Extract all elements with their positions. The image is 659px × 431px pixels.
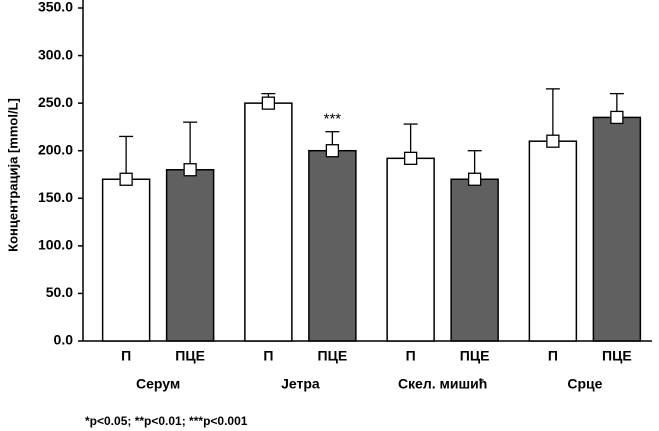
category-label: Јетра	[281, 376, 320, 392]
bar	[450, 178, 499, 342]
y-axis-label: Концентрација [mmol/L]	[5, 98, 20, 252]
significance-annotation: ***	[324, 111, 342, 128]
bar	[165, 168, 215, 342]
series-label: ПЦЕ	[318, 348, 348, 364]
point-marker	[119, 172, 133, 186]
series-label: ПЦЕ	[175, 348, 205, 364]
series-label: П	[406, 348, 416, 364]
bar	[528, 140, 578, 342]
bar	[244, 102, 293, 342]
series-label: ПЦЕ	[460, 348, 490, 364]
series-label: П	[548, 348, 558, 364]
point-marker	[183, 163, 197, 177]
y-tick-label: 100.0	[38, 237, 73, 253]
category-label: Срце	[567, 376, 602, 392]
y-tick-label: 200.0	[38, 141, 73, 157]
bar	[308, 149, 357, 342]
category-label: Скел. мишић	[398, 376, 487, 392]
bar	[101, 178, 151, 342]
point-marker	[403, 151, 418, 165]
series-label: П	[121, 348, 131, 364]
y-tick-label: 50.0	[46, 284, 73, 300]
bar	[386, 157, 435, 342]
y-tick-label: 150.0	[38, 189, 73, 205]
y-tick-label: 250.0	[38, 94, 73, 110]
series-label: П	[263, 348, 273, 364]
footnote: *p<0.05; **p<0.01; ***p<0.001	[85, 414, 248, 428]
point-marker	[261, 96, 276, 110]
point-marker	[610, 110, 624, 125]
point-marker	[325, 144, 340, 158]
category-label: Серум	[136, 376, 180, 392]
series-label: ПЦЕ	[602, 348, 632, 364]
bar	[592, 116, 642, 342]
y-tick-label: 300.0	[38, 46, 73, 62]
point-marker	[467, 172, 482, 186]
y-tick-label: 0.0	[54, 332, 74, 348]
y-tick-label: 350.0	[38, 0, 73, 15]
point-marker	[546, 134, 560, 148]
